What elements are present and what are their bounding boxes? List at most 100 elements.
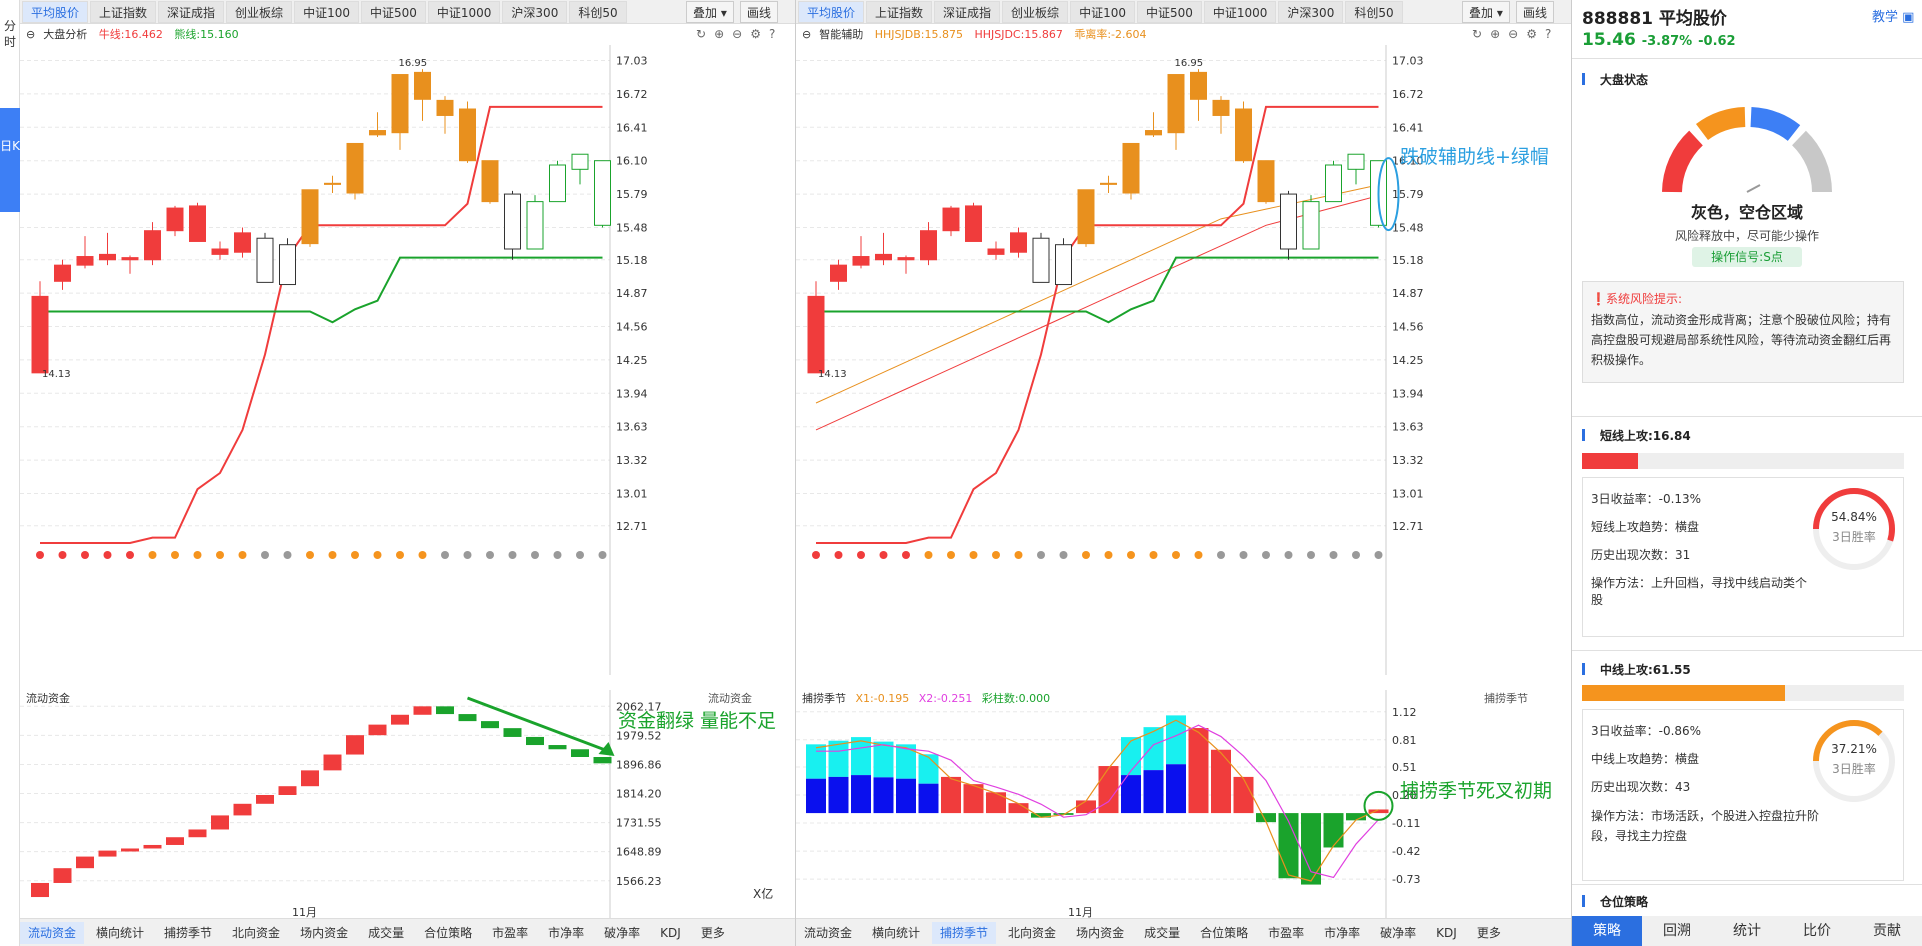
cross-circle: [1363, 790, 1394, 821]
tab-daily-k[interactable]: 日K: [0, 108, 20, 212]
btab-r-1[interactable]: 横向统计: [872, 925, 921, 940]
chart-tools-right: ↻⊕⊖⚙?: [1472, 27, 1559, 43]
tab-fenshi[interactable]: 分时: [3, 19, 16, 49]
gear-icon[interactable]: ⚙: [750, 27, 769, 41]
collapse-icon[interactable]: ⊖: [802, 28, 812, 41]
teach-link[interactable]: 教学 ▣: [1872, 10, 1915, 25]
btab-r-8[interactable]: 市净率: [1324, 925, 1361, 940]
unit-label: X亿: [753, 887, 774, 901]
minus-icon[interactable]: ⊖: [732, 27, 751, 41]
candle-body: [965, 205, 982, 242]
info-tab-2[interactable]: 统计: [1733, 923, 1761, 939]
collapse-icon[interactable]: ⊖: [26, 28, 36, 41]
overlay-button-right[interactable]: 叠加 ▾: [1462, 1, 1510, 23]
signal-dot: [1014, 551, 1023, 559]
help-icon[interactable]: ?: [768, 27, 784, 41]
bottom-tabs-right: 流动资金 横向统计 捕捞季节 北向资金 场内资金 成交量 合位策略 市盈率 市净…: [796, 918, 1571, 946]
add-icon[interactable]: ⊕: [714, 27, 733, 41]
tab-r-index-7[interactable]: 沪深300: [1278, 0, 1344, 23]
btab-7[interactable]: 市盈率: [492, 925, 529, 940]
overlay-button[interactable]: 叠加 ▾: [686, 1, 734, 23]
season-tick: 0.81: [1392, 734, 1417, 747]
draw-line-button-right[interactable]: 画线: [1516, 1, 1555, 23]
candle-body: [1325, 164, 1342, 203]
tab-r-index-8[interactable]: 科创50: [1345, 0, 1403, 23]
btab-10[interactable]: KDJ: [660, 925, 681, 940]
btab-r-10[interactable]: KDJ: [1436, 925, 1457, 940]
tab-r-index-5[interactable]: 中证500: [1136, 0, 1202, 23]
btab-r-3[interactable]: 北向资金: [1008, 925, 1057, 940]
tab-index-3[interactable]: 创业板综: [226, 0, 293, 23]
btab-0[interactable]: 流动资金: [20, 921, 85, 944]
btab-4[interactable]: 场内资金: [300, 925, 349, 940]
refresh-icon[interactable]: ↻: [696, 27, 715, 41]
gear-icon[interactable]: ⚙: [1526, 27, 1545, 41]
btab-9[interactable]: 破净率: [604, 925, 641, 940]
season-bar-navy: [828, 776, 849, 814]
tab-index-7[interactable]: 沪深300: [502, 0, 568, 23]
info-tab-4[interactable]: 贡献: [1873, 923, 1901, 939]
bear-line-value: 熊线:15.160: [174, 28, 239, 41]
tab-index-5[interactable]: 中证500: [360, 0, 426, 23]
tab-index-1[interactable]: 上证指数: [90, 0, 157, 23]
season-tick: -0.42: [1392, 845, 1420, 858]
tab-index-2[interactable]: 深证成指: [158, 0, 225, 23]
candle-body: [1077, 189, 1095, 245]
main-kline-chart-right[interactable]: 17.03 16.72 16.41 16.10 15.79 15.48 15.18 14.87…: [796, 45, 1576, 675]
flow-bar: [571, 749, 589, 757]
tab-index-4[interactable]: 中证100: [294, 0, 359, 23]
refresh-icon[interactable]: ↻: [1472, 27, 1491, 41]
price-tick: 16.41: [616, 121, 648, 134]
tab-r-index-4[interactable]: 中证100: [1070, 0, 1135, 23]
btab-1[interactable]: 横向统计: [96, 925, 145, 940]
candle-body: [1032, 237, 1050, 283]
btab-r-7[interactable]: 市盈率: [1268, 925, 1305, 940]
btab-5[interactable]: 成交量: [368, 925, 405, 940]
short-win-label: 3日胜率: [1832, 530, 1876, 544]
tab-r-index-0[interactable]: 平均股价: [798, 0, 865, 23]
help-icon[interactable]: ?: [1544, 27, 1560, 41]
btab-6[interactable]: 合位策略: [424, 925, 473, 940]
sub-title-right-r: 捕捞季节: [1484, 692, 1528, 705]
candle-body: [549, 164, 566, 203]
info-tab-0[interactable]: 策略: [1572, 916, 1642, 946]
flow-bar: [211, 815, 229, 830]
tab-index-0[interactable]: 平均股价: [22, 0, 89, 23]
tab-r-index-6[interactable]: 中证1000: [1203, 0, 1277, 23]
tab-index-8[interactable]: 科创50: [569, 0, 627, 23]
signal-dot: [126, 551, 134, 559]
add-icon[interactable]: ⊕: [1490, 27, 1509, 41]
btab-8[interactable]: 市净率: [548, 925, 585, 940]
btab-r-9[interactable]: 破净率: [1380, 925, 1417, 940]
minus-icon[interactable]: ⊖: [1508, 27, 1527, 41]
money-flow-chart[interactable]: 2062.17 1979.52 1896.86 1814.20 1731.55 1648.…: [20, 690, 800, 918]
btab-r-6[interactable]: 合位策略: [1200, 925, 1249, 940]
tab-index-6[interactable]: 中证1000: [427, 0, 501, 23]
info-tab-1[interactable]: 回溯: [1663, 923, 1691, 939]
btab-r-5[interactable]: 成交量: [1144, 925, 1181, 940]
tab-r-index-2[interactable]: 深证成指: [934, 0, 1001, 23]
signal-dot: [857, 551, 865, 559]
price-line: 15.46 -3.87% -0.62: [1582, 30, 1736, 50]
main-kline-chart[interactable]: 17.03 16.72 16.41 16.10 15.79 15.48 15.18 14.87…: [20, 45, 800, 675]
season-chart[interactable]: 1.12 0.81 0.51 0.20 -0.11 -0.42 -0.73: [796, 690, 1576, 918]
btab-3[interactable]: 北向资金: [232, 925, 281, 940]
tab-r-index-3[interactable]: 创业板综: [1002, 0, 1069, 23]
btab-r-4[interactable]: 场内资金: [1076, 925, 1125, 940]
price-tick: 15.18: [1392, 254, 1424, 267]
btab-r-0[interactable]: 流动资金: [804, 925, 853, 940]
btab-11[interactable]: 更多: [700, 925, 725, 940]
btab-r-2[interactable]: 捕捞季节: [932, 921, 997, 944]
tab-r-index-1[interactable]: 上证指数: [866, 0, 933, 23]
signal-dot: [216, 551, 224, 559]
season-bar-red: [1188, 728, 1209, 814]
btab-2[interactable]: 捕捞季节: [164, 925, 213, 940]
btab-r-11[interactable]: 更多: [1476, 925, 1501, 940]
info-tab-3[interactable]: 比价: [1803, 923, 1831, 939]
candle-body: [1167, 74, 1185, 134]
gauge-needle: [1746, 184, 1761, 193]
draw-line-button[interactable]: 画线: [740, 1, 779, 23]
price-tick: 13.94: [1392, 387, 1424, 400]
info-panel: 888881 平均股价 教学 ▣ 15.46 -3.87% -0.62 大盘状态…: [1572, 0, 1922, 946]
candle-body: [391, 74, 409, 134]
